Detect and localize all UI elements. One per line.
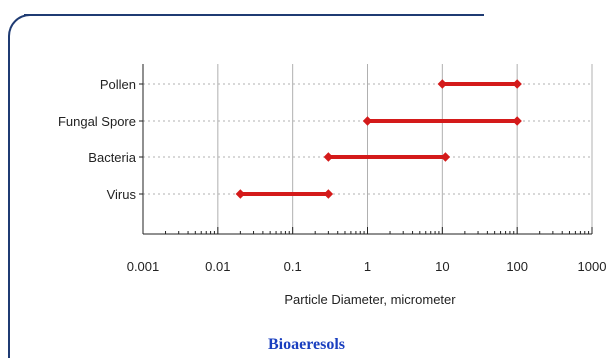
x-tick-label: 1000 [578,259,607,274]
x-tick-label: 100 [506,259,528,274]
range-endpoint-marker [512,79,522,89]
x-tick-label: 0.001 [127,259,160,274]
category-label: Pollen [100,77,136,92]
x-tick-labels: 0.001 0.01 0.1 1 10 100 1000 [127,259,607,274]
figure-caption: Bioaeresols [267,336,346,353]
range-endpoint-marker [323,152,334,162]
range-bars [235,79,522,199]
range-bar-bacteria [323,152,451,162]
category-label: Virus [107,187,137,202]
range-chart: 0.001 0.01 0.1 1 10 100 1000 Pollen Fungal Spor… [58,64,607,307]
vertical-gridlines [217,64,593,234]
range-endpoint-marker [235,189,246,199]
range-endpoint-marker [440,152,451,162]
category-label: Bacteria [88,150,136,165]
x-tick-label: 10 [435,259,449,274]
range-bar-virus [235,189,334,199]
range-endpoint-marker [437,79,448,89]
x-tick-label: 1 [364,259,371,274]
frame-left-line [8,40,10,358]
category-label: Fungal Spore [58,114,136,129]
minor-ticks [165,231,590,234]
axes [139,64,593,235]
x-axis-title: Particle Diameter, micrometer [284,292,456,307]
x-tick-label: 0.1 [284,259,302,274]
frame-top-line [24,14,484,16]
range-bar-fungal-spore [362,116,522,126]
range-endpoint-marker [323,189,334,199]
range-bar-pollen [437,79,522,89]
x-tick-label: 0.01 [205,259,230,274]
range-endpoint-marker [512,116,522,126]
range-endpoint-marker [362,116,373,126]
category-labels: Pollen Fungal Spore Bacteria Virus [58,77,137,202]
